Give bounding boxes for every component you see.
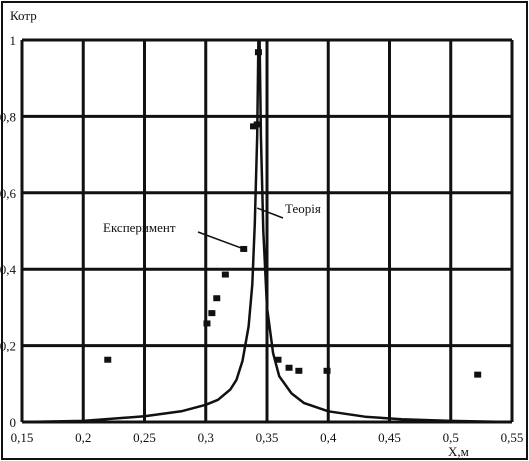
x-tick-label: 0,55 <box>501 430 524 445</box>
annotations: Експеримент Теорія <box>103 201 321 250</box>
x-tick-label: 0,45 <box>378 430 401 445</box>
y-axis-label: Котр <box>10 8 37 23</box>
y-tick-label: 1 <box>10 33 17 48</box>
x-tick-label: 0,4 <box>320 430 337 445</box>
data-point-experiment <box>208 310 216 317</box>
data-point-experiment <box>104 356 112 363</box>
y-tick-label: 0,2 <box>0 339 16 354</box>
y-tick-label: 0,4 <box>0 262 17 277</box>
annotation-leader-line <box>256 207 284 219</box>
data-point-experiment <box>274 356 282 363</box>
series-line-theory <box>21 38 513 424</box>
x-tick-label: 0,15 <box>11 430 34 445</box>
data-point-experiment <box>295 367 303 374</box>
x-tick-label: 0,5 <box>443 430 459 445</box>
x-tick-label: 0,2 <box>75 430 91 445</box>
y-tick-label: 0 <box>10 415 17 430</box>
data-point-experiment <box>474 371 482 378</box>
annotation-label: Експеримент <box>103 220 176 235</box>
annotation-label: Теорія <box>285 201 321 216</box>
annotation-leader-line <box>197 231 244 250</box>
x-axis-label: X,м <box>448 444 469 459</box>
data-point-experiment <box>250 123 258 130</box>
x-tick-label: 0,35 <box>256 430 279 445</box>
y-tick-label: 0,6 <box>0 186 17 201</box>
x-tick-label: 0,3 <box>198 430 214 445</box>
data-point-experiment <box>213 295 221 302</box>
data-point-experiment <box>203 320 211 327</box>
data-point-experiment <box>285 364 293 371</box>
data-point-experiment <box>323 367 331 374</box>
axis-ticks: 0,15 0,2 0,25 0,3 0,35 0,4 0,45 0,5 0,55 0 0,2 0,4 0… <box>0 33 523 445</box>
data-point-experiment <box>221 271 229 278</box>
x-tick-label: 0,25 <box>133 430 156 445</box>
y-tick-label: 0,8 <box>0 109 16 124</box>
